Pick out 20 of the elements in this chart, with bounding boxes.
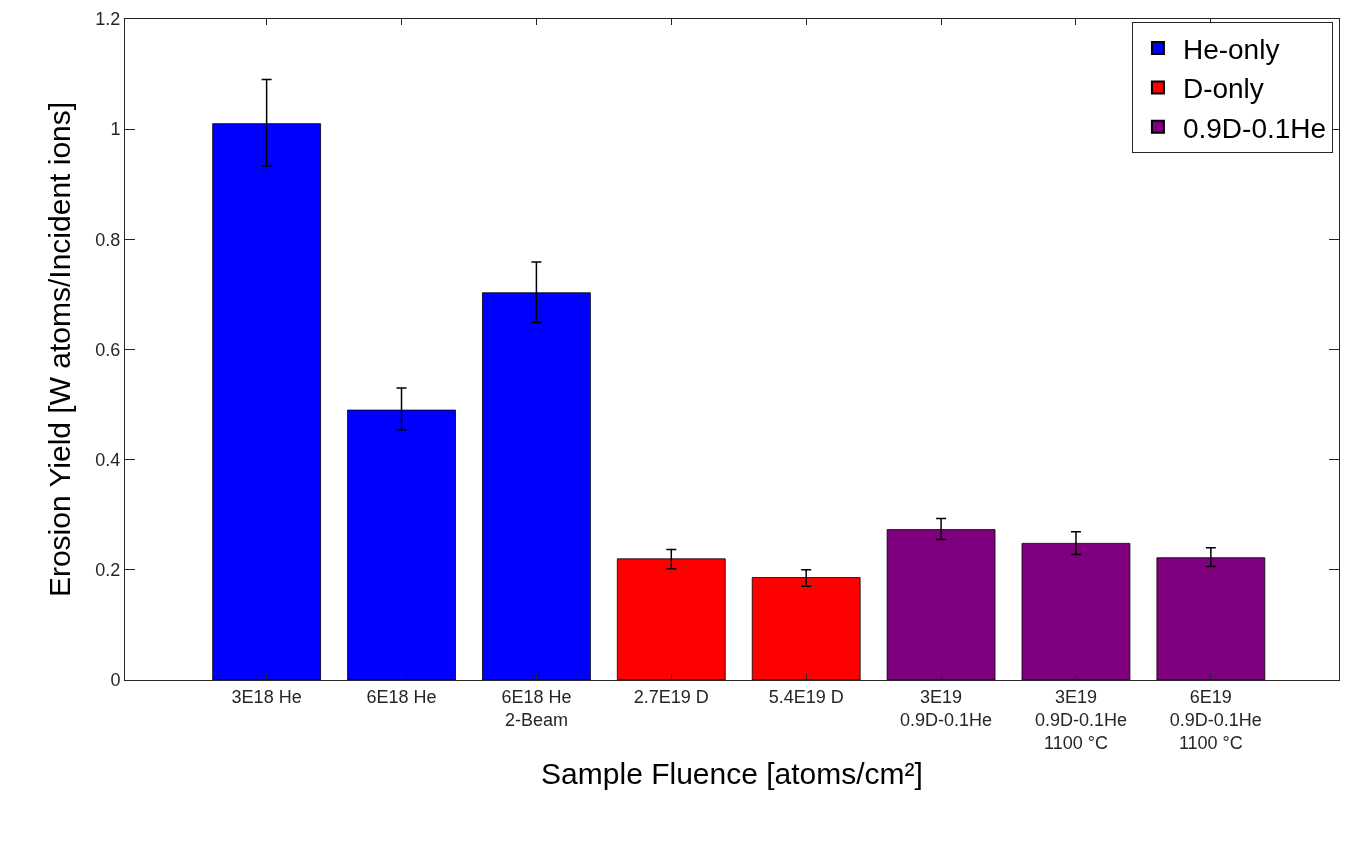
x-tick-label: 3E19 0.9D-0.1He [890,686,993,730]
x-tick-label: 3E19 0.9D-0.1He 1100 °C [1024,686,1127,754]
y-tick-label: 0.2 [95,560,121,581]
x-tick-label: 3E18 He [231,686,302,707]
y-tick-label: 1 [110,119,121,140]
x-axis-title: Sample Fluence [atoms/cm²] [541,756,923,790]
y-tick-label: 0 [110,670,121,691]
x-tick-label: 6E18 He 2-Beam [501,686,572,730]
x-tick-label: 2.7E19 D [633,686,709,707]
legend-label: 0.9D-0.1He [1182,112,1327,144]
x-tick-label: 6E19 0.9D-0.1He 1100 °C [1159,686,1262,754]
x-tick-label: 6E18 He [366,686,437,707]
y-tick-label: 0.4 [95,449,121,470]
x-tick-label: 5.4E19 D [768,686,844,707]
legend-label: D-only [1182,73,1264,105]
y-tick-label: 0.6 [95,339,121,360]
y-tick-label: 0.8 [95,229,121,250]
y-tick-label: 1.2 [95,9,121,30]
y-axis-title: Erosion Yield [W atoms/Incident ions] [43,101,77,598]
legend-label: He-only [1182,33,1280,65]
